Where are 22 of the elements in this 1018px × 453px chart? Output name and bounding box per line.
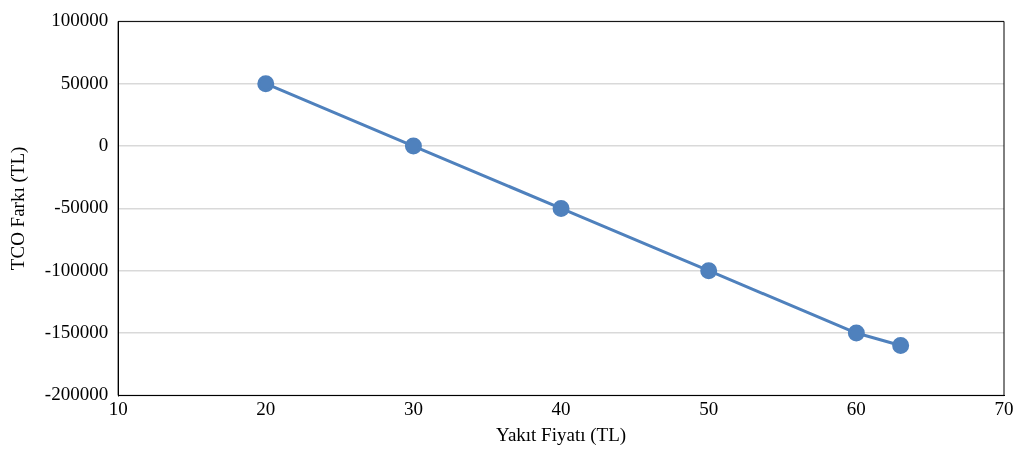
y-tick-label: -50000 [54,196,109,218]
point [700,262,718,280]
x-tick-label: 10 [108,397,128,419]
point [552,199,570,217]
point [257,75,275,93]
x-tick-label: 20 [256,397,276,419]
y-tick-label: -200000 [44,383,109,405]
y-tick-label: 0 [98,134,109,156]
x-tick-label: 70 [994,397,1014,419]
x-tick-label: 50 [699,397,719,419]
x-tick-label: 40 [551,397,571,419]
y-tick-label: -150000 [44,321,109,343]
point [892,337,910,355]
point [404,137,422,155]
x-axis-title: Yakıt Fiyatı (TL) [496,423,627,446]
y-tick-label: 50000 [60,71,109,93]
x-tick-label: 30 [403,397,423,419]
y-axis-title: TCO Farkı (TL) [7,146,30,271]
y-tick-label: -100000 [44,258,109,280]
x-tick-label: 60 [846,397,866,419]
point [847,324,865,342]
y-tick-label: 100000 [51,9,109,31]
